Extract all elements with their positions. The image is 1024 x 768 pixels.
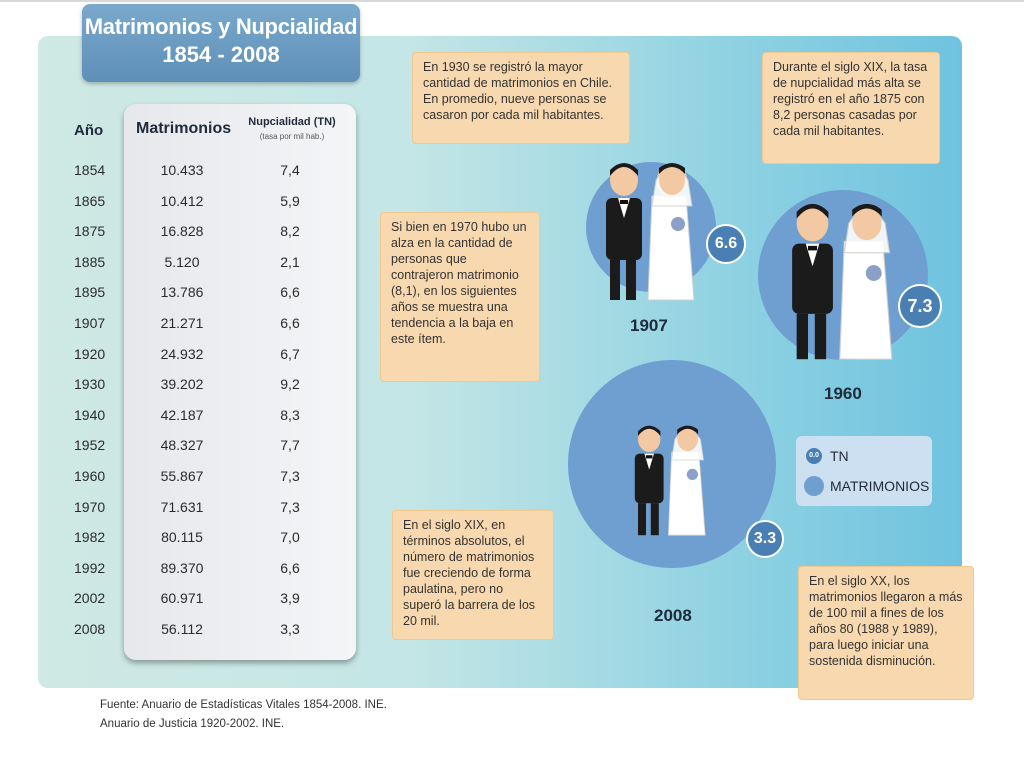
table-cell-tn: 7,3 (280, 498, 300, 515)
badge-1907-tn: 6.6 (706, 224, 746, 264)
couple-1960-illustration (792, 203, 893, 360)
table-cell-tn: 8,3 (280, 406, 300, 423)
table-cell-year: 1907 (74, 315, 106, 331)
table-cell-marriages: 24.932 (160, 345, 204, 362)
table-cell-year: 1920 (74, 345, 106, 362)
bubble-label-2008: 2008 (654, 606, 692, 625)
table-cell-year: 1895 (74, 284, 106, 301)
table-card (124, 104, 356, 660)
note-1970: Si bien en 1970 hubo un alza en la canti… (380, 212, 540, 382)
source-note: Fuente: Anuario de Estadísticas Vitales … (100, 696, 387, 734)
table-cell-marriages: 10.433 (160, 162, 204, 178)
table-cell-marriages: 5.120 (164, 253, 200, 270)
table-cell-tn: 6,6 (280, 315, 300, 331)
table-cell-tn: 7,4 (280, 162, 300, 178)
table-cell-marriages: 60.971 (160, 590, 204, 607)
table-cell-marriages: 21.271 (160, 315, 204, 331)
table-cell-tn: 7,7 (280, 437, 300, 454)
table-cell-year: 1885 (74, 253, 106, 270)
badge-1960-tn: 7.3 (898, 284, 942, 328)
note-19th-absolute: En el siglo XIX, en términos absolutos, … (392, 510, 554, 640)
table-cell-tn: 7,3 (280, 468, 300, 484)
top-border (0, 0, 1024, 2)
title-line1: Matrimonios y Nupcialidad (84, 14, 358, 39)
table-cell-tn: 6,7 (280, 345, 300, 362)
badge-2008-tn: 3.3 (746, 520, 784, 558)
couple-1907-illustration (606, 163, 695, 301)
table-cell-tn: 3,3 (280, 621, 300, 637)
table-cell-year: 2008 (74, 621, 106, 637)
table-cell-year: 1960 (74, 468, 106, 484)
table-cell-tn: 9,2 (280, 376, 300, 393)
legend-tn-dot: 0.0 (806, 448, 822, 464)
bubble-label-1907: 1907 (630, 316, 668, 335)
table-cell-marriages: 55.867 (160, 468, 204, 484)
table-cell-tn: 7,0 (280, 529, 300, 546)
title-box: Matrimonios y Nupcialidad 1854 - 2008 (82, 4, 360, 82)
table-cell-tn: 2,1 (280, 253, 300, 270)
note-1930: En 1930 se registró la mayor cantidad de… (412, 52, 630, 144)
table-cell-tn: 6,6 (280, 284, 300, 301)
legend: 0.0 TN MATRIMONIOS (796, 436, 932, 506)
table-cell-year: 1992 (74, 559, 106, 576)
source-line1: Fuente: Anuario de Estadísticas Vitales … (100, 699, 387, 711)
table-cell-year: 1982 (74, 529, 106, 546)
legend-tn-label: TN (830, 448, 849, 464)
table-cell-marriages: 42.187 (160, 406, 204, 423)
table-cell-marriages: 89.370 (160, 559, 204, 576)
table-cell-year: 1940 (74, 406, 106, 423)
table-cell-marriages: 56.112 (161, 621, 203, 637)
title-line2: 1854 - 2008 (162, 42, 280, 67)
table-cell-year: 2002 (74, 590, 106, 607)
table-cell-marriages: 13.786 (160, 284, 204, 301)
table-cell-marriages: 39.202 (160, 376, 204, 393)
table-cell-year: 1952 (74, 437, 106, 454)
header-year: Año (74, 122, 104, 139)
table-cell-marriages: 16.828 (160, 223, 204, 240)
table-cell-marriages: 80.115 (161, 529, 203, 546)
bubble-label-1960: 1960 (824, 384, 862, 403)
header-marriages: Matrimonios (136, 120, 232, 137)
table-cell-marriages: 48.327 (160, 437, 204, 454)
table-cell-tn: 6,6 (280, 559, 300, 576)
note-19th-rate: Durante el siglo XIX, la tasa de nupcial… (762, 52, 940, 164)
table-cell-year: 1930 (74, 376, 106, 393)
header-tn: Nupcialidad (TN) (248, 116, 336, 128)
table-cell-tn: 3,9 (280, 590, 300, 607)
table-cell-year: 1865 (74, 192, 106, 209)
couple-2008-illustration (634, 425, 706, 536)
table-cell-year: 1875 (74, 223, 106, 240)
table-cell-marriages: 10.412 (160, 192, 204, 209)
header-tn-sub: (tasa por mil hab.) (259, 132, 325, 141)
note-20th: En el siglo XX, los matrimonios llegaron… (798, 566, 974, 700)
table-cell-year: 1970 (74, 498, 106, 515)
table-cell-marriages: 71.631 (160, 498, 204, 515)
legend-marriages-dot (804, 476, 824, 496)
table-cell-tn: 5,9 (280, 192, 300, 209)
table-cell-tn: 8,2 (280, 223, 300, 240)
table-cell-year: 1854 (74, 162, 106, 178)
legend-marriages-label: MATRIMONIOS (830, 478, 930, 494)
source-line2: Anuario de Justicia 1920-2002. INE. (100, 718, 285, 730)
